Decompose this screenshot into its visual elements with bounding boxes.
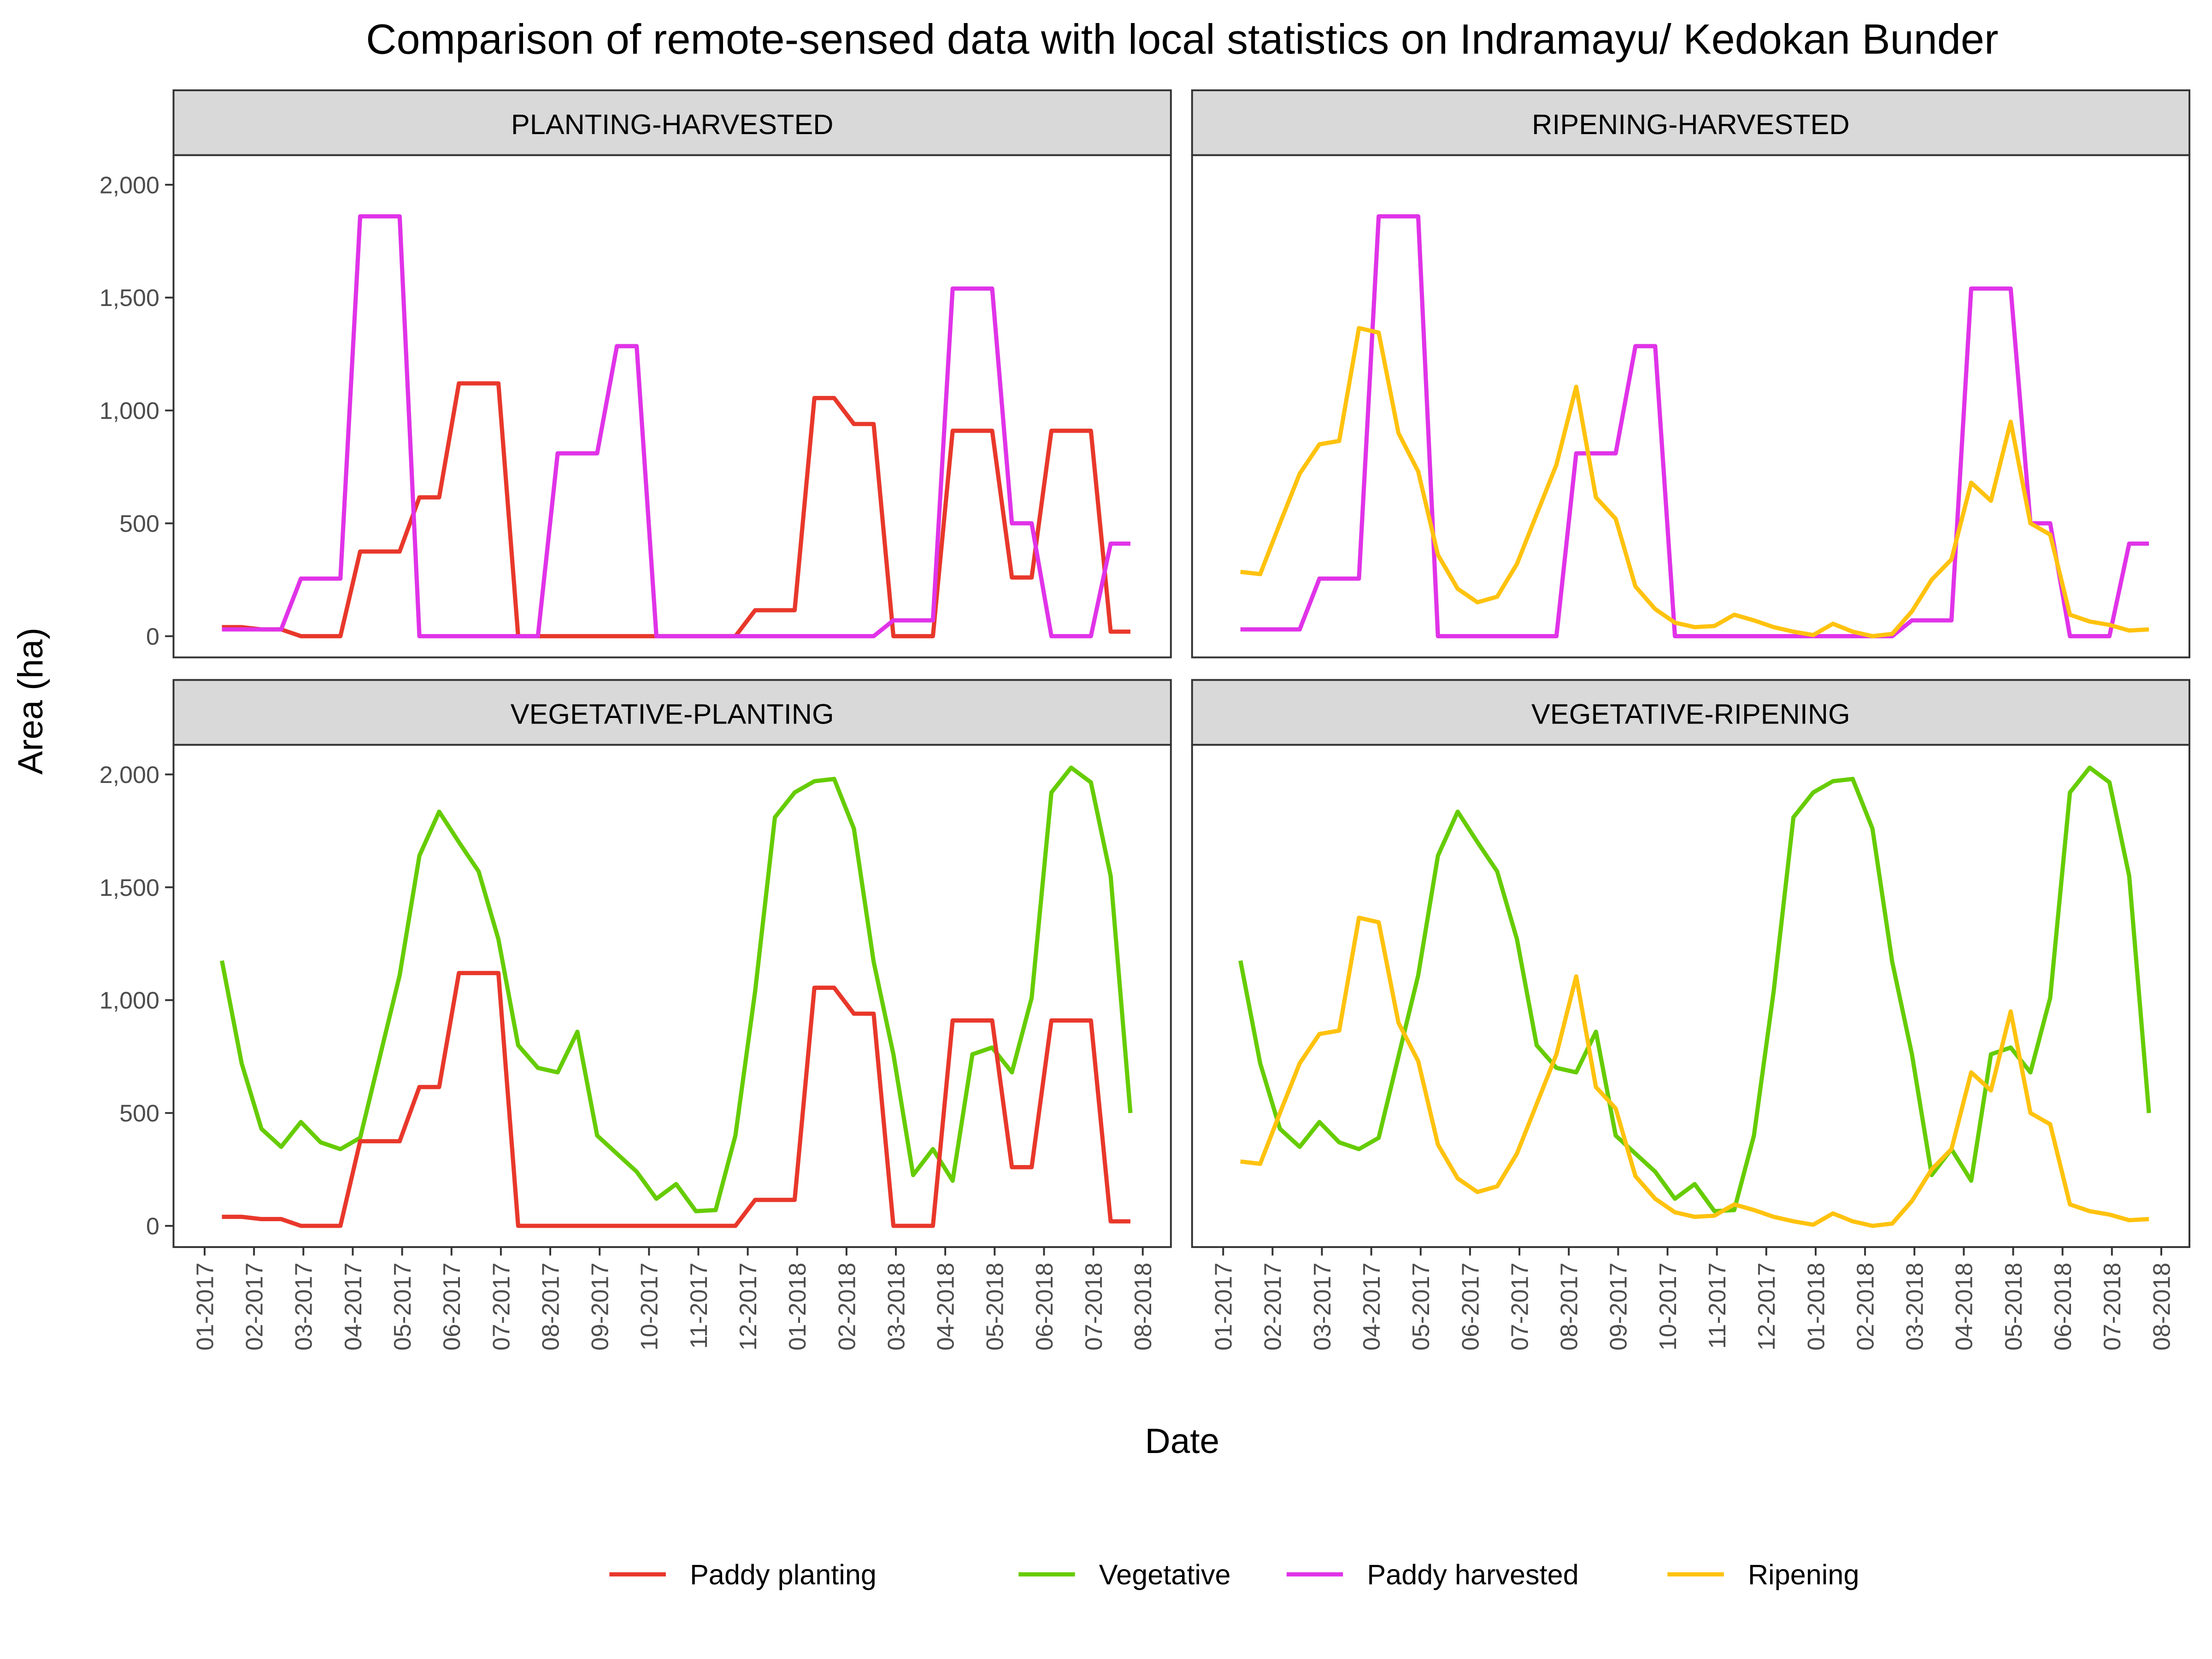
panel-border: [1191, 154, 2191, 659]
facet-title: RIPENING-HARVESTED: [1532, 109, 1849, 140]
y-tick-label: 1,000: [100, 398, 159, 424]
series-line: [1240, 214, 2149, 639]
x-tick-label: 04-2018: [933, 1263, 959, 1351]
x-tick-label: 05-2018: [982, 1263, 1009, 1351]
x-tick-label: 03-2018: [1902, 1263, 1929, 1351]
x-tick-label: 07-2017: [488, 1263, 515, 1351]
y-tick-label: 0: [146, 624, 159, 650]
x-tick-label: 02-2018: [834, 1263, 860, 1351]
x-tick-label: 05-2018: [2000, 1263, 2027, 1351]
panel-border: [1191, 744, 2191, 1248]
x-tick-label: 11-2017: [1704, 1263, 1731, 1349]
x-tick-label: 03-2017: [291, 1263, 318, 1351]
x-tick-label: 06-2017: [1457, 1263, 1484, 1351]
y-axis-title: Area (ha): [11, 628, 50, 775]
y-tick-label: 500: [119, 1100, 159, 1127]
x-tick-label: 08-2018: [1130, 1263, 1157, 1351]
facet-title: VEGETATIVE-PLANTING: [511, 698, 834, 729]
y-tick-label: 0: [146, 1213, 159, 1240]
facet-strip: [1191, 679, 2191, 746]
y-tick-label: 500: [119, 511, 159, 537]
x-tick-label: 08-2018: [2148, 1263, 2175, 1351]
x-tick-label: 03-2017: [1309, 1263, 1336, 1351]
x-tick-label: 10-2017: [1655, 1263, 1682, 1351]
legend-label: Paddy planting: [690, 1559, 877, 1590]
facet-strip: [1191, 89, 2191, 156]
x-tick-label: 06-2017: [439, 1263, 465, 1351]
series-line: [220, 765, 1133, 1213]
x-tick-label: 09-2017: [587, 1263, 614, 1351]
y-tick-label: 1,000: [100, 988, 159, 1014]
x-tick-label: 02-2017: [241, 1263, 268, 1351]
series-line: [222, 214, 1130, 639]
legend-label: Vegetative: [1099, 1559, 1231, 1590]
x-tick-label: 04-2018: [1951, 1263, 1978, 1351]
x-tick-label: 06-2018: [1031, 1263, 1058, 1351]
x-tick-label: 07-2018: [2099, 1263, 2126, 1351]
x-axis-title: Date: [1145, 1422, 1219, 1461]
x-tick-label: 04-2017: [340, 1263, 367, 1351]
series-line: [222, 971, 1130, 1228]
panel-border: [172, 154, 1172, 659]
series-line: [1240, 915, 2149, 1228]
x-tick-label: 11-2017: [686, 1263, 712, 1349]
x-tick-label: 04-2017: [1359, 1263, 1385, 1351]
x-tick-label: 12-2017: [735, 1263, 762, 1351]
y-tick-label: 1,500: [100, 285, 159, 312]
x-tick-label: 09-2017: [1606, 1263, 1632, 1351]
x-tick-label: 05-2017: [389, 1263, 416, 1351]
panel-background: [1192, 745, 2190, 1247]
x-tick-label: 01-2017: [192, 1263, 218, 1351]
x-tick-label: 05-2017: [1408, 1263, 1435, 1351]
x-tick-label: 02-2018: [1852, 1263, 1879, 1351]
series-line: [1238, 765, 2151, 1213]
x-tick-label: 07-2018: [1081, 1263, 1107, 1351]
x-tick-label: 02-2017: [1260, 1263, 1287, 1351]
legend-label: Paddy harvested: [1367, 1559, 1578, 1590]
facet-strip: [172, 89, 1172, 156]
x-tick-label: 10-2017: [636, 1263, 663, 1351]
x-tick-label: 08-2017: [537, 1263, 564, 1351]
legend-label: Ripening: [1748, 1559, 1859, 1590]
facet-title: PLANTING-HARVESTED: [511, 109, 834, 140]
y-tick-label: 1,500: [100, 875, 159, 901]
facet-title: VEGETATIVE-RIPENING: [1531, 698, 1850, 729]
y-tick-label: 2,000: [100, 172, 159, 199]
panel-border: [172, 744, 1172, 1248]
x-tick-label: 06-2018: [2050, 1263, 2077, 1351]
x-tick-label: 08-2017: [1556, 1263, 1583, 1351]
y-tick-label: 2,000: [100, 762, 159, 788]
x-tick-label: 01-2017: [1211, 1263, 1237, 1351]
series-line: [1240, 326, 2149, 639]
panel-background: [1192, 155, 2190, 658]
x-tick-label: 01-2018: [1803, 1263, 1830, 1351]
x-tick-label: 07-2017: [1506, 1263, 1533, 1351]
x-tick-label: 01-2018: [784, 1263, 811, 1351]
panel-background: [173, 745, 1171, 1247]
panel-background: [173, 155, 1171, 658]
chart-title: Comparison of remote-sensed data with lo…: [366, 16, 1998, 63]
x-tick-label: 03-2018: [883, 1263, 910, 1351]
x-tick-label: 12-2017: [1753, 1263, 1780, 1351]
